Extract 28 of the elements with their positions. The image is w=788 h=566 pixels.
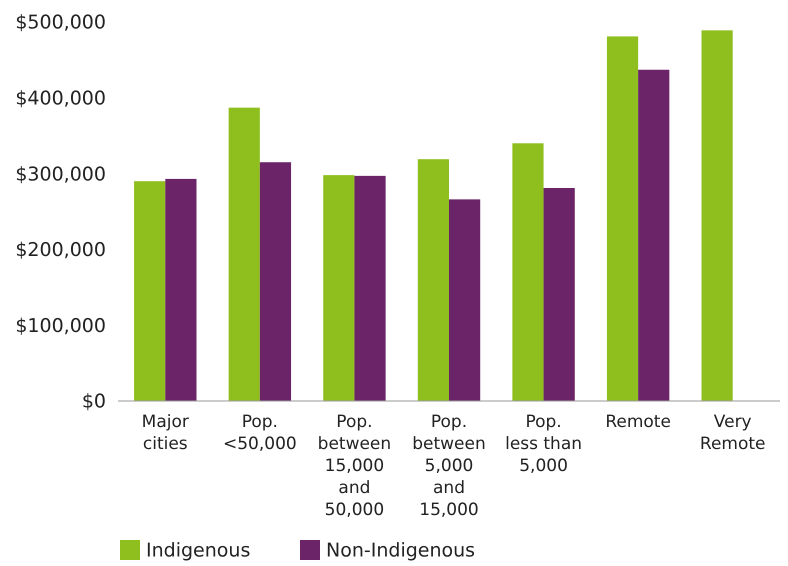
x-tick-label: Remote bbox=[605, 412, 671, 432]
bar bbox=[449, 199, 480, 401]
bar bbox=[702, 30, 733, 401]
bar bbox=[544, 188, 575, 401]
y-tick-label: $200,000 bbox=[15, 239, 106, 262]
x-tick-label: Pop. <50,000 bbox=[222, 412, 297, 454]
x-tick-label: Major cities bbox=[142, 412, 189, 454]
bar bbox=[260, 162, 292, 401]
bar bbox=[354, 176, 386, 401]
legend-label: Indigenous bbox=[146, 540, 250, 562]
y-tick-label: $400,000 bbox=[15, 87, 106, 110]
legend-label: Non-Indigenous bbox=[326, 540, 476, 562]
y-tick-label: $0 bbox=[82, 390, 106, 413]
bar bbox=[228, 108, 260, 401]
bar bbox=[638, 70, 670, 401]
bar bbox=[512, 143, 544, 401]
y-tick-label: $300,000 bbox=[15, 163, 106, 186]
bar bbox=[165, 178, 196, 401]
x-tick-label: Pop. between 5,000 and 15,000 bbox=[412, 412, 486, 520]
x-tick-label: Pop. less than 5,000 bbox=[505, 412, 582, 476]
bar bbox=[418, 159, 449, 401]
y-tick-label: $500,000 bbox=[15, 12, 106, 34]
x-tick-label: Pop. between 15,000 and 50,000 bbox=[318, 412, 392, 520]
x-tick-label: Very Remote bbox=[700, 412, 766, 454]
y-tick-label: $100,000 bbox=[15, 314, 106, 337]
bar bbox=[134, 181, 166, 401]
bar bbox=[323, 175, 354, 401]
bar bbox=[606, 36, 638, 401]
